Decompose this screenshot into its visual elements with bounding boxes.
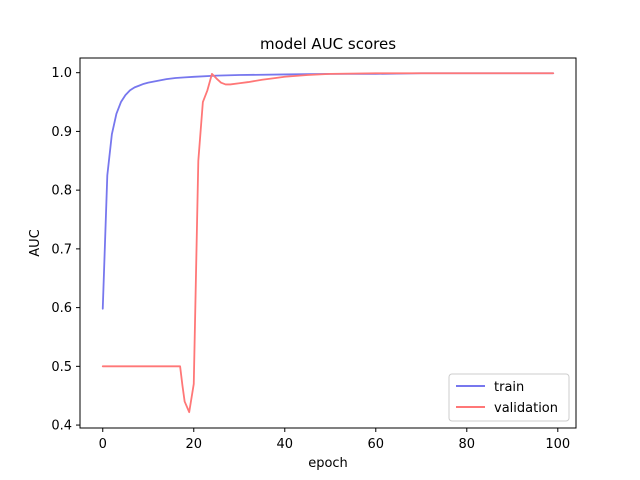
y-tick-label: 0.7 [51, 242, 72, 257]
y-tick-label: 0.5 [51, 360, 72, 375]
y-axis-ticks: 0.4 0.5 0.6 0.7 0.8 0.9 1.0 [51, 66, 80, 434]
x-tick-label: 100 [545, 437, 570, 452]
x-tick-label: 60 [368, 437, 385, 452]
x-axis-label: epoch [308, 456, 348, 471]
legend-label-validation: validation [494, 401, 558, 416]
x-axis-ticks: 0 20 40 60 80 100 [99, 428, 570, 452]
plot-frame [79, 57, 577, 429]
y-tick-label: 0.6 [51, 301, 72, 316]
legend: train validation [448, 373, 570, 422]
y-tick-label: 0.8 [51, 184, 72, 199]
chart-title: model AUC scores [260, 35, 396, 53]
y-axis-label: AUC [28, 229, 43, 257]
y-tick-label: 0.4 [51, 419, 72, 434]
y-tick-label: 1.0 [51, 66, 72, 81]
series-line-validation [101, 72, 555, 414]
y-tick-label: 0.9 [51, 125, 72, 140]
x-tick-label: 40 [276, 437, 293, 452]
x-tick-label: 80 [459, 437, 476, 452]
series-layer [101, 72, 555, 414]
x-tick-label: 0 [99, 437, 107, 452]
x-tick-label: 20 [185, 437, 202, 452]
legend-label-train: train [494, 380, 524, 395]
